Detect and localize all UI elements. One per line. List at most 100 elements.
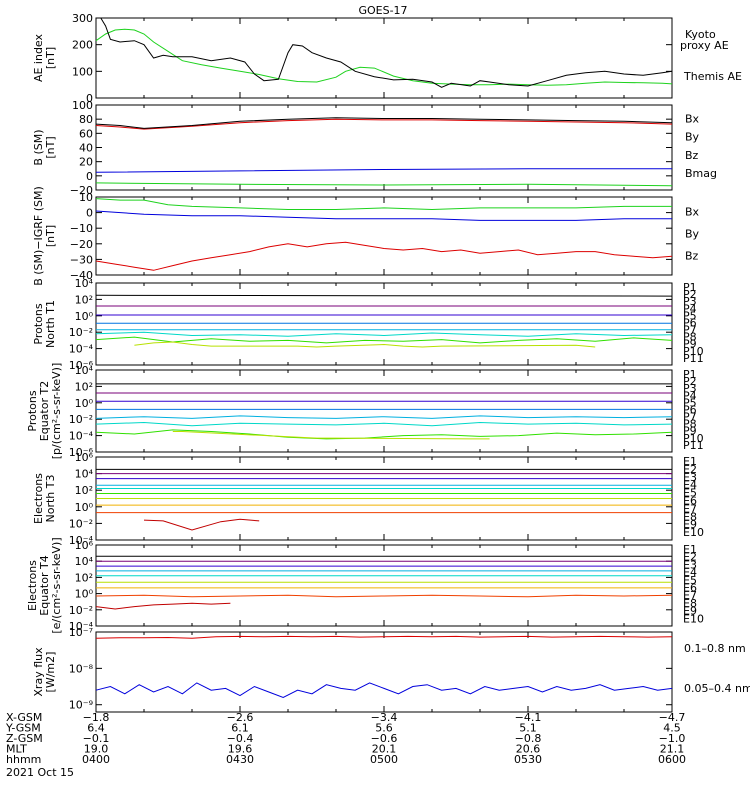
series-e9 xyxy=(95,602,231,610)
y-tick-label: 10⁻⁹ xyxy=(69,699,93,712)
legend-entry: E4 xyxy=(683,566,697,579)
y-tick-label: 200 xyxy=(72,39,93,52)
series-p1 xyxy=(95,294,673,297)
panel-protons_north: 10⁻⁶ 10⁻⁴ 10⁻² 10⁰ 10² 10⁴ Protons North T1 P1P2… xyxy=(32,277,704,372)
y-tick-label: 10⁻² xyxy=(69,517,93,530)
legend-entry: E5 xyxy=(683,487,697,500)
y-tick-label: 10⁻⁶ xyxy=(69,446,94,459)
y-tick-label: 10⁶ xyxy=(75,451,94,464)
series-p8 xyxy=(172,431,490,440)
date-label: 2021 Oct 15 xyxy=(6,766,74,779)
y-tick-label: 10⁻² xyxy=(69,326,93,339)
y-tick-label: 80 xyxy=(79,113,93,126)
orbit-value: −0.4 xyxy=(227,732,254,745)
legend-entry: P8 xyxy=(683,418,697,431)
legend-entry: Themis AE xyxy=(683,70,742,83)
orbit-row-label: MLT xyxy=(6,743,27,756)
legend-entry: E4 xyxy=(683,479,697,492)
legend-entry: P3 xyxy=(683,295,697,308)
legend-entry: P10 xyxy=(683,345,704,358)
panel-electrons_equator: 10⁻⁴ 10⁻² 10⁰ 10² 10⁴ 10⁶ Electrons Equator T4[… xyxy=(26,537,704,633)
y-axis-label: [W/m2] xyxy=(44,652,57,693)
y-tick-label: 100 xyxy=(72,65,93,78)
legend-entry: E6 xyxy=(683,582,697,595)
y-tick-label: −20 xyxy=(70,238,93,251)
orbit-value: 6.1 xyxy=(231,722,249,735)
legend-entry: P4 xyxy=(683,389,697,402)
legend-entry: P10 xyxy=(683,432,704,445)
y-axis-label: [nT] xyxy=(44,136,57,158)
legend-entry: 0.1–0.8 nm xyxy=(684,642,746,655)
series-e10 xyxy=(143,518,260,531)
y-tick-label: 40 xyxy=(79,142,93,155)
y-tick-label: 10⁻² xyxy=(69,413,93,426)
y-axis-label: Equator T4 xyxy=(38,555,51,615)
y-tick-label: 10² xyxy=(75,380,93,393)
y-tick-label: 0 xyxy=(86,170,93,183)
legend-entry: E7 xyxy=(683,589,697,602)
legend-entry: Bz xyxy=(685,149,699,162)
orbit-value: −1.8 xyxy=(83,711,110,724)
legend-entry: E1 xyxy=(683,543,697,556)
legend-entry: P1 xyxy=(683,368,697,381)
y-axis-label: North T1 xyxy=(44,300,57,348)
legend-entry: P5 xyxy=(683,309,697,322)
y-axis-label: [p/(cm²-s-sr-keV)] xyxy=(50,363,63,460)
orbit-value: −4.7 xyxy=(659,711,686,724)
series-p7 xyxy=(95,429,673,440)
orbit-row-label: X-GSM xyxy=(6,711,42,724)
series-bx xyxy=(95,210,672,221)
legend-entry: P6 xyxy=(683,316,697,329)
series-bx xyxy=(95,168,672,173)
legend-entry: P6 xyxy=(683,403,697,416)
orbit-value: −0.1 xyxy=(83,732,110,745)
plot-title: GOES-17 xyxy=(358,4,407,17)
orbit-value: −0.8 xyxy=(515,732,542,745)
orbit-value: 0600 xyxy=(658,753,686,766)
legend-entry: E9 xyxy=(683,518,697,531)
legend-entry: By xyxy=(685,131,700,144)
orbit-value: 20.6 xyxy=(516,743,541,756)
orbit-value: 4.5 xyxy=(663,722,681,735)
panel-frame xyxy=(95,17,673,99)
y-tick-label: 10⁰ xyxy=(75,310,94,323)
legend-entry: P3 xyxy=(683,382,697,395)
y-tick-label: 100 xyxy=(72,99,93,112)
orbit-value: 19.0 xyxy=(84,743,109,756)
y-axis-label: Equator T2 xyxy=(38,381,51,441)
y-tick-label: 10⁻⁷ xyxy=(69,626,93,639)
legend-entry: P9 xyxy=(683,425,697,438)
orbit-value: 0530 xyxy=(514,753,542,766)
y-tick-label: 10⁴ xyxy=(75,468,94,481)
series-0-1-0-8-nm xyxy=(95,635,673,639)
orbit-value: 21.1 xyxy=(660,743,685,756)
orbit-row-label: Y-GSM xyxy=(5,722,41,735)
orbit-value: 0430 xyxy=(226,753,254,766)
legend-entry: P1 xyxy=(683,281,697,294)
orbit-value: −3.4 xyxy=(371,711,398,724)
orbit-value: 19.6 xyxy=(228,743,253,756)
series-0-05-0-4-nm xyxy=(95,682,673,699)
orbit-value: 5.1 xyxy=(519,722,537,735)
orbit-value: 5.6 xyxy=(375,722,393,735)
series-by xyxy=(95,198,672,211)
y-tick-label: 10⁰ xyxy=(75,397,94,410)
legend-entry: E2 xyxy=(683,551,697,564)
y-tick-label: 10⁰ xyxy=(75,588,94,601)
y-tick-label: 0 xyxy=(86,207,93,220)
legend-entry: Kyoto xyxy=(685,28,716,41)
legend-entry: E9 xyxy=(683,605,697,618)
y-axis-label: AE index xyxy=(32,33,45,82)
orbit-row-label: hhmm xyxy=(6,753,41,766)
legend-entry: E7 xyxy=(683,502,697,515)
y-tick-label: 10⁻⁸ xyxy=(69,662,94,675)
y-axis-label: Electrons xyxy=(32,473,45,524)
y-axis-label: Protons xyxy=(32,303,45,344)
legend-entry: Bz xyxy=(685,250,699,263)
panel-frame xyxy=(95,544,673,627)
y-tick-label: 10⁴ xyxy=(75,364,94,377)
legend-entry: P11 xyxy=(683,352,704,365)
